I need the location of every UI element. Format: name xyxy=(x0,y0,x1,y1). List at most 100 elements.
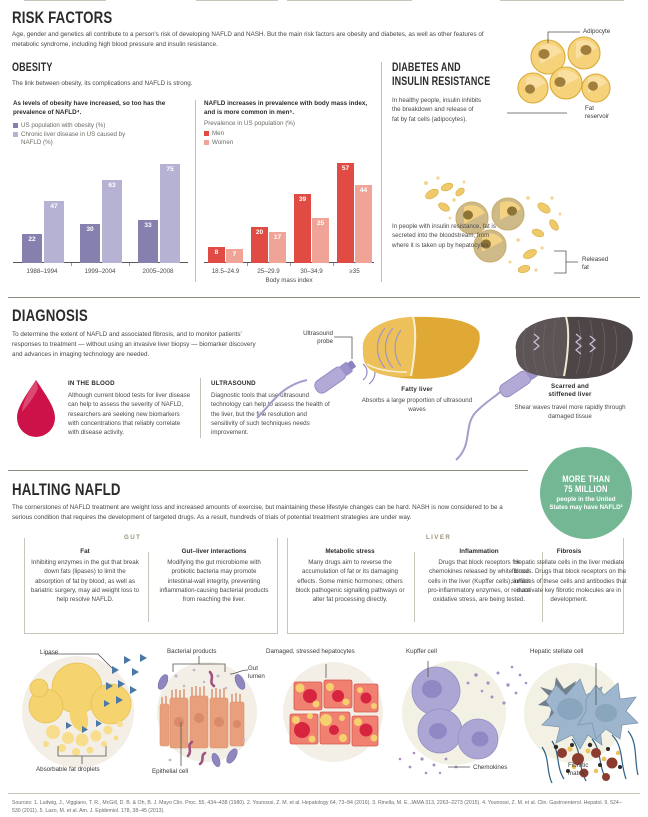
legend-swatch-cld xyxy=(13,131,18,137)
chart-nafld-bmi: NAFLD increases in prevalence with body … xyxy=(204,99,374,146)
released-fat-leader xyxy=(554,250,578,274)
column-divider-3 xyxy=(542,552,543,622)
column-body-fat: Inhibiting enzymes in the gut that break… xyxy=(30,559,140,604)
chart2-x-axis xyxy=(204,262,374,263)
treatment-column-metabolic: Metabolic stress Many drugs aim to rever… xyxy=(294,548,406,604)
legend-label-men: Men xyxy=(212,130,225,138)
liver-group-box xyxy=(287,538,624,634)
chart1-value-obesity-2: 33 xyxy=(144,222,152,229)
sources-text: Sources: 1. Ludwig, J., Viggiano, T. R.,… xyxy=(12,799,628,816)
diabetes-title-line2: INSULIN RESISTANCE xyxy=(392,76,491,88)
liver-group-top-right xyxy=(500,0,624,1)
chart1-value-cld-0: 47 xyxy=(50,203,58,210)
insulin-resistance-illustration xyxy=(424,176,562,273)
legend-swatch-women xyxy=(204,139,209,145)
chart2-bar-men-3: 57 xyxy=(337,163,354,263)
chart2-value-women-3: 44 xyxy=(359,187,368,194)
column-body-metabolic: Many drugs aim to reverse the accumulati… xyxy=(295,559,405,604)
chart2-xlabel-1: 25–29.9 xyxy=(257,268,280,275)
legend-label-women: Women xyxy=(212,138,234,146)
chart2-value-women-0: 7 xyxy=(232,251,237,258)
treatment-column-gut-liver: Gut–liver interactions Modifying the gut… xyxy=(158,548,270,604)
liver-group-top-left xyxy=(287,0,412,1)
epithelial-cell-label: Epithelial cell xyxy=(152,768,189,775)
fatty-liver-body: Absorbs a large proportion of ultrasound… xyxy=(361,397,473,414)
lipase-label: Lipase xyxy=(40,649,59,656)
legend-label-cld: Chronic liver disease in US caused by NA… xyxy=(21,130,126,147)
column-title-fibrosis: Fibrosis xyxy=(556,548,582,555)
chart1-value-obesity-0: 22 xyxy=(28,236,36,243)
diagnosis-title: DIAGNOSIS xyxy=(12,306,88,325)
chart1-bar-cld-1: 63 xyxy=(102,180,122,263)
legend-swatch-men xyxy=(204,131,209,137)
legend-swatch-obesity xyxy=(13,123,18,129)
chart1-tick-0 xyxy=(71,263,72,266)
stellate-cells-illustration xyxy=(524,663,639,784)
released-fat-label: Released fat xyxy=(582,256,609,271)
hepatocytes-label: Damaged, stressed hepatocytes xyxy=(266,648,355,655)
kupffer-cell-label: Kupffer cell xyxy=(406,648,437,655)
gut-lumen-label: Gut lumen xyxy=(248,665,265,681)
chart2-bar-men-0: 8 xyxy=(208,247,225,263)
diagnosis-intro: To determine the extent of NAFLD and ass… xyxy=(12,331,256,358)
chart1-legend-item-0: US population with obesity (%) xyxy=(13,122,188,129)
chart2-axis-title: Body mass index xyxy=(265,277,313,284)
adipocyte-label: Adipocyte xyxy=(583,28,611,35)
chart1-plot: 22 47 30 63 33 75 xyxy=(13,158,188,266)
chart2-bar-women-2: 25 xyxy=(312,218,329,263)
diabetes-divider xyxy=(381,62,382,282)
chart1-x-axis xyxy=(13,262,188,263)
badge-line2: 75 MILLION xyxy=(564,483,608,494)
ultrasound-probe-label: Ultrasound probe xyxy=(303,330,333,345)
probe-leader-line xyxy=(334,336,353,359)
chart2-bar-women-3: 44 xyxy=(355,185,372,263)
kupffer-cells-illustration xyxy=(398,661,528,775)
chart1-legend-item-1: Chronic liver disease in US caused by NA… xyxy=(13,131,188,148)
chart2-xlabel-2: 30–34.9 xyxy=(300,268,323,275)
chart2-legend-item-men: Men xyxy=(204,130,374,137)
chart1-bar-obesity-0: 22 xyxy=(22,234,42,263)
blood-body: Although current blood tests for liver d… xyxy=(68,392,191,437)
chart2-bar-men-1: 20 xyxy=(251,227,268,263)
chart2-bar-women-0: 7 xyxy=(226,249,243,263)
halting-title: HALTING NAFLD xyxy=(12,480,121,499)
sources-prefix: Sources: xyxy=(12,800,33,806)
ultrasound-head: ULTRASOUND xyxy=(211,380,256,387)
chart1-bar-cld-2: 75 xyxy=(160,164,180,263)
treatment-column-fibrosis: Fibrosis Hepatic stellate cells in the l… xyxy=(510,548,628,604)
liver-group-label: LIVER xyxy=(422,534,456,541)
chart1-value-cld-1: 63 xyxy=(108,182,116,189)
chart2-plot: 8 7 20 17 39 25 57 44 xyxy=(204,158,374,266)
chart2-bar-women-1: 17 xyxy=(269,232,286,263)
scarred-liver-head: Scarred and stiffened liver xyxy=(548,383,592,399)
chart2-value-women-1: 17 xyxy=(273,234,282,241)
column-body-gut-liver: Modifying the gut microbiome with probio… xyxy=(159,559,269,604)
bacterial-products-label: Bacterial products xyxy=(167,648,217,655)
chart2-subtitle: Prevalence in US population (%) xyxy=(204,120,296,128)
gut-group-label: GUT xyxy=(120,534,146,541)
column-body-fibrosis: Hepatic stellate cells in the liver medi… xyxy=(511,559,627,604)
chart2-legend-item-women: Women xyxy=(204,139,374,146)
obesity-title: OBESITY xyxy=(12,62,53,74)
treatment-column-inflammation: Inflammation Drugs that block receptors … xyxy=(424,548,534,604)
chart2-xlabel-3: ≥35 xyxy=(349,268,360,275)
column-title-metabolic: Metabolic stress xyxy=(325,548,375,555)
chart1-bar-obesity-2: 33 xyxy=(138,220,158,263)
chart2-value-women-2: 25 xyxy=(316,220,325,227)
fatty-liver-illustration xyxy=(362,316,480,379)
treatment-column-fat: Fat Inhibiting enzymes in the gut that b… xyxy=(30,548,140,604)
legend-label-obesity: US population with obesity (%) xyxy=(21,122,106,130)
diabetes-title-line1: DIABETES AND xyxy=(392,62,461,74)
chart1-x-labels: 1988–1994 1999–2004 2005–2008 xyxy=(13,268,188,278)
bacterial-products-leader xyxy=(172,656,226,672)
charts-divider xyxy=(195,100,196,282)
badge-line3: people in the United States may have NAF… xyxy=(549,495,623,511)
halting-intro: The cornerstones of NAFLD treatment are … xyxy=(12,504,503,521)
column-title-inflammation: Inflammation xyxy=(459,548,499,555)
section-divider-diagnosis xyxy=(8,297,640,299)
gut-group-top-right xyxy=(196,0,278,1)
gut-group-top-left xyxy=(24,0,106,1)
risk-factors-intro: Age, gender and genetics all contribute … xyxy=(12,31,484,48)
sources-body: 1. Ludwig, J., Viggiano, T. R., McGill, … xyxy=(12,800,622,815)
fatty-liver-head: Fatty liver xyxy=(401,386,433,393)
